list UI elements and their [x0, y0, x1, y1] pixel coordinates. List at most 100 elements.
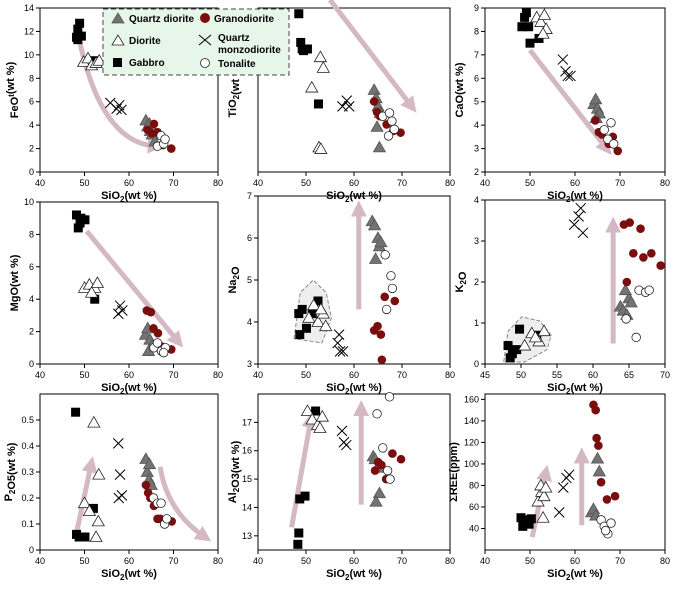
- x-tick-label: 80: [660, 178, 670, 188]
- quartz-diorite-point: [370, 120, 384, 132]
- granodiorite-point: [166, 144, 176, 153]
- x-axis-label-rest: (wt %): [125, 190, 158, 202]
- plot-frame: [257, 195, 451, 365]
- x-tick-label: 70: [615, 556, 625, 566]
- y-axis-label-sub: 2: [459, 280, 468, 285]
- x-axis-label-rest: (wt %): [350, 568, 383, 580]
- x-tick-label: 70: [168, 178, 178, 188]
- y-tick-label: 13: [242, 531, 252, 541]
- y-tick-label: 10: [24, 50, 34, 60]
- tonalite-point: [644, 285, 654, 295]
- x-tick-label: 80: [445, 556, 455, 566]
- quartz-diorite-point: [142, 457, 157, 470]
- diorite-point: [90, 276, 105, 288]
- y-axis-label-rest: (wt %): [454, 62, 466, 95]
- tonalite-point: [600, 525, 611, 536]
- x-tick-label: 80: [445, 370, 455, 380]
- x-tick-label: 40: [35, 370, 45, 380]
- diorite-point: [305, 412, 319, 425]
- x-tick-label: 60: [124, 556, 134, 566]
- y-axis-label: Al2O3(wt %): [227, 440, 242, 503]
- x-tick-label: 60: [570, 556, 580, 566]
- gabbro-point: [297, 44, 307, 54]
- x-tick-label: 65: [624, 370, 634, 380]
- x-tick-label: 50: [79, 178, 89, 188]
- tonalite-point: [599, 125, 609, 135]
- y-axis-label-rest: (wt %): [5, 61, 17, 94]
- y-axis-label: P2O5(wt %): [3, 442, 18, 501]
- y-axis-label-rest: O: [457, 271, 469, 280]
- gabbro-point: [515, 324, 525, 334]
- granodiorite-point: [141, 480, 151, 490]
- granodiorite-point: [594, 441, 603, 450]
- gabbro-point: [313, 296, 323, 306]
- diorite-point: [313, 50, 328, 63]
- tonalite-point: [372, 409, 382, 419]
- x-tick-label: 70: [397, 556, 407, 566]
- quartz-diorite-point: [590, 451, 605, 464]
- x-axis-label-main: SiO: [547, 382, 566, 394]
- legend-label-granodiorite: Granodiorite: [214, 14, 274, 25]
- x-tick-label: 70: [397, 370, 407, 380]
- y-tick-label: 4: [474, 195, 479, 205]
- quartz-diorite-point: [618, 283, 633, 296]
- legend-label-quartz-monzodiorite-1: Quartz: [218, 33, 250, 44]
- granodiorite-point: [647, 249, 656, 258]
- tonalite-point: [609, 139, 619, 149]
- diorite-point: [77, 496, 92, 509]
- y-tick-label: 6: [247, 233, 252, 243]
- quartz-diorite-point: [586, 502, 601, 515]
- quartz-monzodiorite-point: [565, 70, 576, 82]
- gabbro-point: [75, 18, 85, 28]
- legend-label-diorite: Diorite: [129, 36, 161, 47]
- granodiorite-point: [380, 292, 390, 302]
- gabbro-point: [525, 38, 535, 48]
- diorite-point: [316, 61, 330, 73]
- quartz-monzodiorite-point: [336, 425, 348, 437]
- granodiorite-point: [610, 491, 620, 501]
- plot-frame: [484, 7, 666, 173]
- y-tick-label: 2: [29, 327, 34, 337]
- quartz-monzodiorite-point: [343, 101, 355, 112]
- gabbro-point: [297, 304, 307, 314]
- tonalite-point: [378, 443, 388, 453]
- y-axis-label: K2O: [454, 271, 469, 292]
- granodiorite-point: [592, 433, 601, 443]
- tonalite-point: [386, 271, 396, 281]
- y-tick-label: 6: [474, 73, 479, 83]
- legend-granodiorite: Granodiorite: [200, 13, 274, 25]
- x-axis-label-main: SiO: [326, 568, 345, 580]
- granodiorite-marker-icon: [200, 13, 210, 23]
- y-tick-label: 140: [464, 416, 479, 426]
- y-tick-label: 14: [24, 3, 34, 13]
- granodiorite-point: [396, 454, 406, 464]
- granodiorite-point: [149, 119, 159, 129]
- granodiorite-point: [613, 146, 623, 156]
- tonalite-point: [380, 250, 390, 260]
- y-tick-label: 40: [469, 523, 479, 533]
- gabbro-point: [518, 521, 528, 531]
- granodiorite-point: [629, 249, 638, 258]
- y-axis-label-sub: 2: [232, 94, 241, 99]
- y-tick-label: 15: [242, 474, 252, 484]
- diorite-point: [92, 467, 106, 480]
- x-axis-label: SiO2(wt %): [101, 382, 157, 396]
- x-tick-label: 70: [660, 370, 670, 380]
- x-axis-label-sub: 2: [345, 195, 350, 204]
- gabbro-point: [296, 37, 306, 47]
- diorite-point: [537, 324, 551, 337]
- quartz-diorite-point: [367, 83, 381, 95]
- y-axis-label-rest: (wt %): [9, 254, 21, 287]
- x-axis-label-sub: 2: [566, 387, 571, 396]
- y-axis-label-sub: 2: [8, 489, 17, 494]
- quartz-monzodiorite-point: [116, 305, 128, 316]
- gabbro-point: [75, 218, 85, 228]
- granodiorite-point: [656, 261, 665, 270]
- y-tick-label: 6: [29, 97, 34, 107]
- quartz-monzodiorite-point: [114, 469, 126, 480]
- x-axis-label-rest: (wt %): [571, 568, 604, 580]
- quartz-monzodiorite-point: [553, 506, 565, 518]
